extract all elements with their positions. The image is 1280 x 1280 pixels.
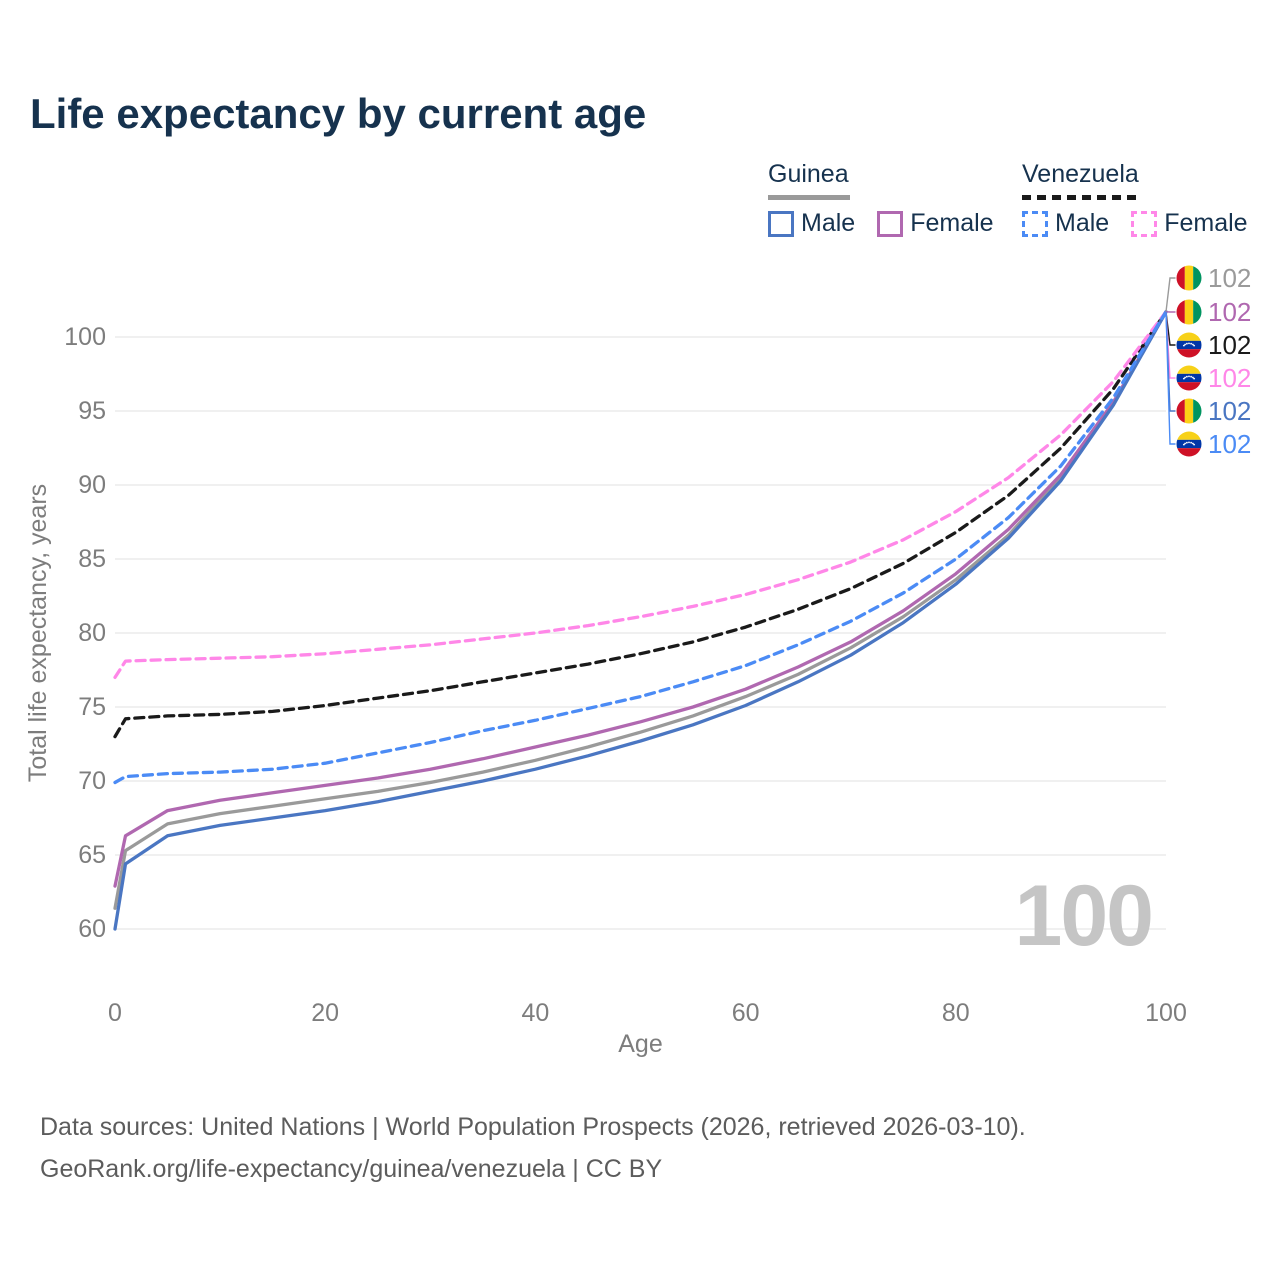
y-tick-label-90: 90: [78, 471, 106, 499]
footer-data-sources: Data sources: United Nations | World Pop…: [40, 1113, 1026, 1141]
y-tick-label-95: 95: [78, 397, 106, 425]
label-connector-0: [1165, 277, 1176, 312]
legend-item-venezuela-female[interactable]: Female: [1131, 209, 1248, 238]
legend-swatch-venezuela-male-icon: [1022, 210, 1048, 237]
y-tick-label-60: 60: [78, 915, 106, 943]
guinea-flag-icon: [1176, 299, 1202, 325]
guinea-flag-icon: [1176, 398, 1202, 424]
series-end-value-3: 102: [1208, 363, 1251, 393]
venezuela-flag-icon: [1176, 365, 1202, 391]
legend: Guinea Male Female Venezuela: [0, 0, 1280, 250]
venezuela-flag-icon: [1176, 431, 1202, 457]
series-end-value-1: 102: [1208, 297, 1251, 327]
y-tick-label-75: 75: [78, 693, 106, 721]
legend-group-venezuela: Venezuela Male Female: [1022, 160, 1248, 238]
y-tick-label-65: 65: [78, 841, 106, 869]
legend-group-guinea: Guinea Male Female: [768, 160, 994, 238]
series-line-guinea-male[interactable]: [113, 310, 1168, 931]
x-tick-label-0: 0: [108, 999, 122, 1027]
legend-swatch-guinea-male-icon: [768, 210, 794, 237]
x-tick-label-80: 80: [942, 999, 970, 1027]
x-tick-label-100: 100: [1145, 999, 1187, 1027]
series-end-value-0: 102: [1208, 263, 1251, 293]
legend-swatch-venezuela-female-icon: [1131, 210, 1158, 237]
series-line-guinea-both-sexes[interactable]: [113, 310, 1168, 910]
page-title: Life expectancy by current age: [30, 90, 647, 137]
legend-underline-guinea: [768, 195, 850, 200]
y-axis-title: Total life expectancy, years: [24, 484, 52, 782]
legend-group-title-venezuela: Venezuela: [1022, 160, 1139, 188]
y-tick-label-80: 80: [78, 619, 106, 647]
series-line-venezuela-female[interactable]: [113, 310, 1168, 680]
series-line-guinea-female[interactable]: [113, 310, 1168, 888]
legend-swatch-guinea-female-icon: [877, 210, 904, 237]
series-end-value-4: 102: [1208, 396, 1251, 426]
y-tick-label-100: 100: [64, 323, 106, 351]
x-tick-label-60: 60: [732, 999, 760, 1027]
x-axis-title: Age: [618, 1030, 662, 1058]
current-age-watermark: 100: [1015, 868, 1153, 964]
x-tick-label-20: 20: [311, 999, 339, 1027]
legend-group-title-guinea: Guinea: [768, 160, 849, 188]
venezuela-flag-icon: [1176, 332, 1202, 358]
series-end-value-5: 102: [1208, 429, 1251, 459]
footer-attribution: GeoRank.org/life-expectancy/guinea/venez…: [40, 1155, 663, 1183]
legend-item-venezuela-male[interactable]: Male: [1022, 209, 1109, 238]
y-tick-label-70: 70: [78, 767, 106, 795]
guinea-flag-icon: [1176, 265, 1202, 291]
footer: Data sources: United Nations | World Pop…: [40, 1106, 1026, 1190]
series-line-venezuela-male[interactable]: [113, 310, 1168, 785]
y-tick-label-85: 85: [78, 545, 106, 573]
series-end-value-2: 102: [1208, 330, 1251, 360]
legend-underline-venezuela: [1022, 195, 1139, 200]
legend-item-guinea-female[interactable]: Female: [877, 209, 994, 238]
legend-item-guinea-male[interactable]: Male: [768, 209, 855, 238]
series-line-venezuela-both-sexes[interactable]: [113, 310, 1168, 739]
x-tick-label-40: 40: [521, 999, 549, 1027]
label-connector-5: [1165, 311, 1176, 445]
